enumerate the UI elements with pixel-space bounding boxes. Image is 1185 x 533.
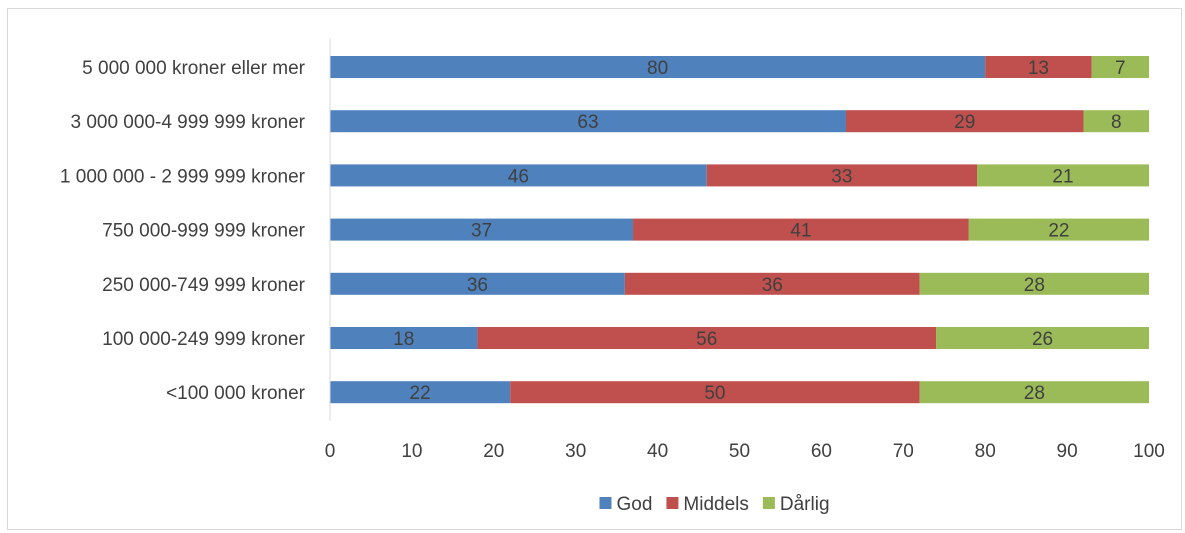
category-label: 5 000 000 kroner eller mer (82, 58, 306, 79)
x-tick-label: 10 (401, 441, 422, 462)
data-label: 26 (1032, 329, 1053, 350)
chart-frame (7, 8, 1182, 530)
bar-segment-god (330, 164, 707, 187)
data-label: 36 (762, 275, 783, 296)
category-label: 750 000-999 999 kroner (102, 221, 305, 242)
data-label: 28 (1024, 275, 1045, 296)
x-tick-label: 40 (647, 441, 668, 462)
bar-segment-dårlig (936, 327, 1149, 349)
x-tick-label: 0 (325, 441, 336, 462)
legend-swatch-god (599, 497, 612, 509)
data-label: 36 (467, 275, 488, 296)
bar-segment-god (330, 218, 634, 241)
data-label: 22 (410, 383, 431, 404)
bar-segment-middels (706, 164, 978, 187)
bar-segment-dårlig (968, 218, 1149, 241)
bar-segment-middels (633, 218, 969, 241)
x-tick-label: 90 (1057, 441, 1078, 462)
data-label: 50 (704, 383, 725, 404)
x-tick-label: 60 (811, 441, 832, 462)
bar-segment-dårlig (1091, 56, 1149, 78)
category-label: 250 000-749 999 kroner (102, 275, 305, 296)
bar-segment-god (330, 56, 986, 78)
bar-segment-middels (624, 272, 920, 295)
legend-label: Middels (683, 494, 748, 515)
category-label: 3 000 000-4 999 999 kroner (70, 112, 305, 133)
x-tick-label: 20 (483, 441, 504, 462)
category-label: <100 000 kroner (166, 383, 306, 404)
bars-layer: 80 13 7 63 29 8 46 33 21 37 41 22 36 36 28 18 56 26 22 50 28 (330, 56, 1149, 404)
data-label: 56 (696, 329, 717, 350)
x-tick-label: 50 (729, 441, 750, 462)
data-label: 8 (1111, 112, 1122, 133)
category-label: 1 000 000 - 2 999 999 kroner (60, 166, 306, 187)
bar-segment-god (330, 327, 478, 349)
category-label: 100 000-249 999 kroner (102, 329, 305, 350)
legend-label: God (616, 494, 652, 515)
bar-segment-middels (845, 110, 1084, 133)
data-label: 7 (1115, 58, 1126, 79)
data-label: 13 (1028, 58, 1049, 79)
legend-swatch-middels (666, 497, 679, 509)
bar-segment-middels (985, 56, 1092, 78)
bar-segment-middels (510, 381, 920, 404)
x-tick-label: 70 (893, 441, 914, 462)
bar-segment-god (330, 381, 511, 404)
data-label: 63 (577, 112, 598, 133)
data-label: 41 (790, 221, 811, 242)
x-tick-label: 30 (565, 441, 586, 462)
data-label: 28 (1024, 383, 1045, 404)
x-tick-label: 80 (975, 441, 996, 462)
bar-segment-dårlig (919, 381, 1149, 404)
bar-segment-god (330, 272, 625, 295)
data-label: 80 (647, 58, 668, 79)
bar-segment-dårlig (1083, 110, 1149, 133)
bar-segment-dårlig (977, 164, 1149, 187)
data-label: 33 (831, 166, 852, 187)
bar-segment-god (330, 110, 846, 133)
legend-swatch-dårlig (762, 497, 775, 509)
data-label: 18 (393, 329, 414, 350)
data-label: 21 (1052, 166, 1073, 187)
bar-segment-middels (477, 327, 937, 349)
data-label: 22 (1048, 221, 1069, 242)
legend-label: Dårlig (780, 494, 830, 515)
x-axis: 0 10 20 30 40 50 60 70 80 90 100 (325, 38, 1165, 462)
data-label: 37 (471, 221, 492, 242)
category-labels: 5 000 000 kroner eller mer 3 000 000-4 99… (60, 58, 306, 404)
data-label: 29 (954, 112, 975, 133)
data-label: 46 (508, 166, 529, 187)
bar-segment-dårlig (919, 272, 1149, 295)
legend: God Middels Dårlig (599, 494, 830, 515)
x-tick-label: 100 (1133, 441, 1165, 462)
